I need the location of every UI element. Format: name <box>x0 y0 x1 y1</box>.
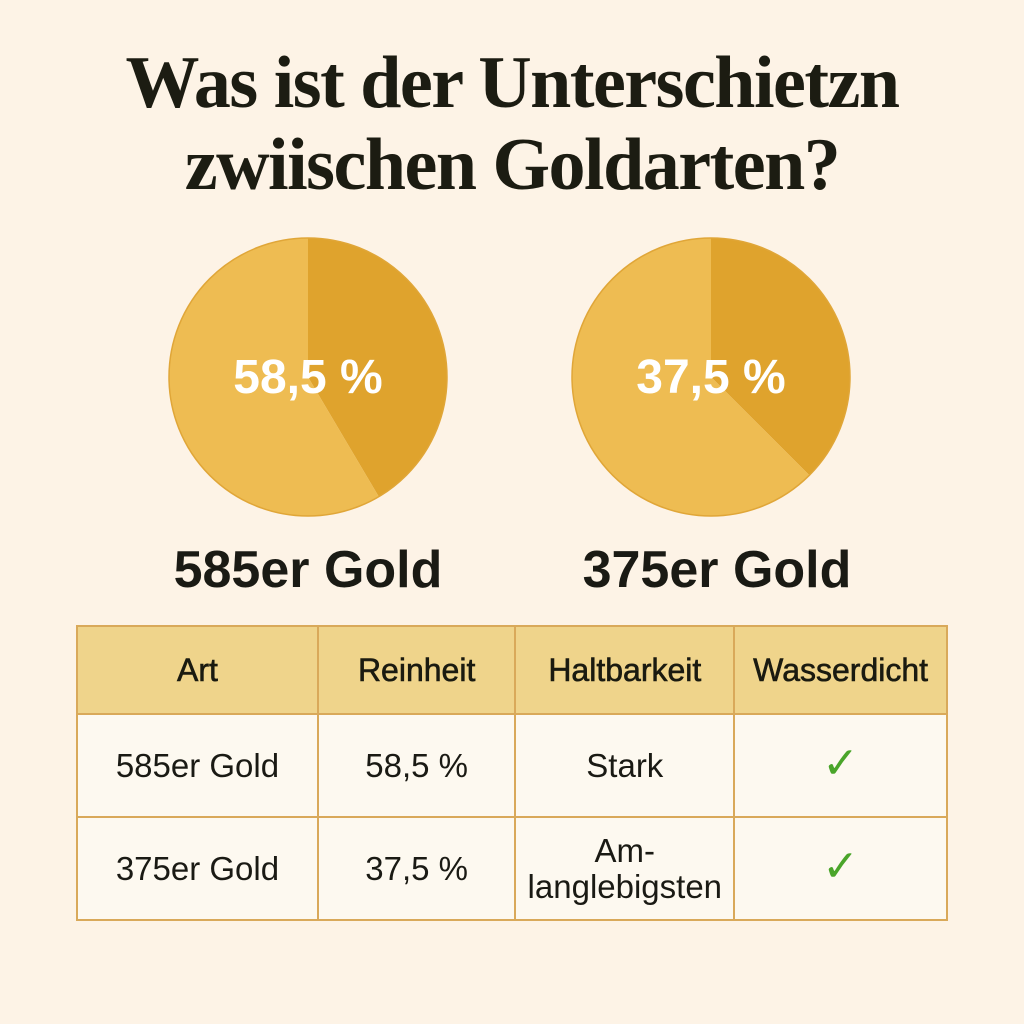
cell-wasserdicht: ✓ <box>733 713 948 818</box>
header-art: Art <box>76 625 319 715</box>
header-wasserdicht: Wasserdicht <box>733 625 948 715</box>
cell-reinheit: 37,5 % <box>316 816 517 921</box>
checkmark-icon: ✓ <box>822 739 860 788</box>
haltbarkeit-line-1: Am- <box>594 831 656 869</box>
pie-chart-375 <box>571 237 851 517</box>
title-line-1: Was ist der Unterschietzn <box>125 42 901 124</box>
pie-slice-dark <box>711 238 850 476</box>
pie-outline <box>168 237 448 517</box>
pie-slice-light <box>169 238 379 516</box>
cell-haltbarkeit: Stark <box>514 713 736 818</box>
pie-outline <box>571 237 851 517</box>
header-reinheit: Reinheit <box>316 625 517 715</box>
table-header-row: Art Reinheit Haltbarkeit Wasserdicht <box>76 625 948 715</box>
pie-label-375: 37,5 % <box>636 351 786 404</box>
pie-slice-dark <box>308 238 447 497</box>
cell-haltbarkeit: Am-langlebigsten <box>514 816 736 921</box>
haltbarkeit-line-2: langlebigsten <box>527 867 723 905</box>
cell-art: 585er Gold <box>76 713 319 818</box>
header-haltbarkeit: Haltbarkeit <box>514 625 736 715</box>
pie-chart-585 <box>168 237 448 517</box>
table-row: 585er Gold 58,5 % Stark ✓ <box>76 713 948 818</box>
pie-title-375: 375er Gold <box>582 541 852 599</box>
title-line-2: zwiischen Goldarten? <box>184 124 841 206</box>
checkmark-icon: ✓ <box>822 842 860 891</box>
pie-slice-light <box>572 238 810 516</box>
page-title: Was ist der Unterschietzn zwiischen Gold… <box>0 42 1024 206</box>
pie-title-585: 585er Gold <box>173 541 443 599</box>
cell-wasserdicht: ✓ <box>733 816 948 921</box>
table-row: 375er Gold 37,5 % Am-langlebigsten ✓ <box>76 816 948 921</box>
pie-label-585: 58,5 % <box>233 351 383 404</box>
cell-art: 375er Gold <box>76 816 319 921</box>
comparison-table: Art Reinheit Haltbarkeit Wasserdicht 585… <box>76 625 948 921</box>
cell-reinheit: 58,5 % <box>316 713 517 818</box>
